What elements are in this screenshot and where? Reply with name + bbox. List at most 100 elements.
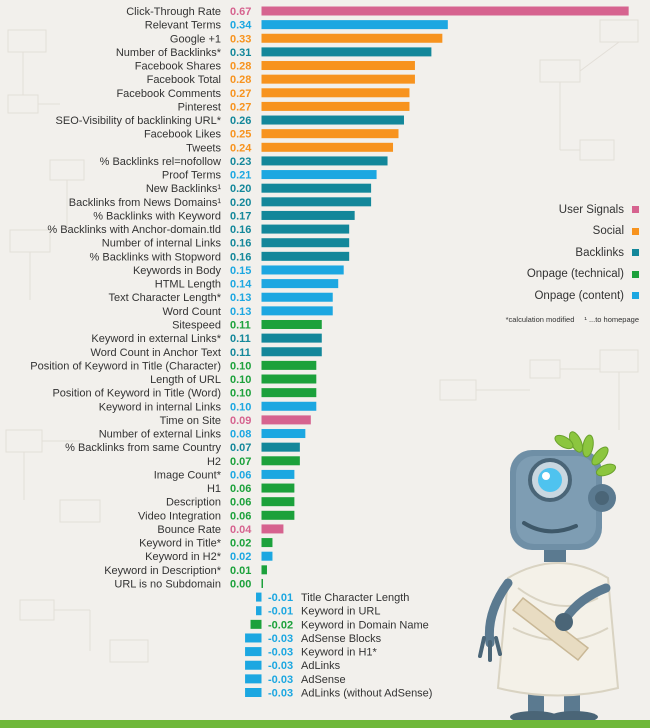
bar-41 xyxy=(261,565,267,575)
legend-label-backlinks: Backlinks xyxy=(575,246,624,259)
category-label-44: Keyword in URL xyxy=(301,606,380,618)
legend-swatch-technical xyxy=(632,270,639,278)
value-label-18: 0.16 xyxy=(230,251,251,263)
value-label-46: -0.03 xyxy=(268,633,293,645)
value-label-34: 0.06 xyxy=(230,469,251,481)
category-label-35: H1 xyxy=(207,483,221,495)
category-label-14: Backlinks from News Domains¹ xyxy=(69,197,222,209)
value-label-47: -0.03 xyxy=(268,647,293,659)
value-label-25: 0.11 xyxy=(230,347,251,359)
bar-35 xyxy=(261,483,295,493)
category-label-10: Tweets xyxy=(186,142,221,154)
value-label-4: 0.28 xyxy=(230,61,251,73)
value-label-5: 0.28 xyxy=(230,74,251,86)
category-label-13: New Backlinks¹ xyxy=(146,183,222,195)
bar-7 xyxy=(261,101,410,111)
bar-40 xyxy=(261,551,273,561)
value-label-49: -0.03 xyxy=(268,674,293,686)
bar-17 xyxy=(261,238,350,248)
chart-footnote: *calculation modified ¹ ...to homepage xyxy=(506,315,639,324)
category-label-2: Google +1 xyxy=(170,33,221,45)
bar-47 xyxy=(245,647,262,657)
bar-50 xyxy=(245,688,262,697)
legend-item-technical: Onpage (technical) xyxy=(489,264,639,286)
category-label-8: SEO-Visibility of backlinking URL* xyxy=(56,115,222,127)
value-label-30: 0.09 xyxy=(230,415,251,427)
category-label-42: URL is no Subdomain xyxy=(114,578,221,590)
value-label-16: 0.16 xyxy=(230,224,251,236)
value-label-45: -0.02 xyxy=(268,619,293,631)
category-label-30: Time on Site xyxy=(160,415,221,427)
bar-6 xyxy=(261,88,410,98)
legend-swatch-backlinks xyxy=(632,249,639,257)
value-label-41: 0.01 xyxy=(230,565,251,577)
value-label-0: 0.67 xyxy=(230,6,251,18)
bar-25 xyxy=(261,347,322,357)
category-label-50: AdLinks (without AdSense) xyxy=(301,688,432,700)
value-label-39: 0.02 xyxy=(230,538,251,550)
category-label-27: Length of URL xyxy=(150,374,221,386)
bar-24 xyxy=(261,333,322,343)
ground-strip xyxy=(0,720,650,728)
category-label-5: Facebook Total xyxy=(147,74,221,86)
value-label-13: 0.20 xyxy=(230,183,251,195)
bar-48 xyxy=(245,660,262,670)
value-label-42: 0.00 xyxy=(230,578,251,590)
category-label-26: Position of Keyword in Title (Character) xyxy=(30,360,221,372)
value-label-40: 0.02 xyxy=(230,551,251,563)
value-label-33: 0.07 xyxy=(230,456,251,468)
bar-43 xyxy=(256,592,262,602)
value-label-19: 0.15 xyxy=(230,265,251,277)
bar-34 xyxy=(261,469,295,479)
value-label-1: 0.34 xyxy=(230,20,252,32)
legend-swatch-signals xyxy=(632,206,639,214)
legend-item-social: Social xyxy=(489,221,639,243)
value-label-29: 0.10 xyxy=(230,401,251,413)
category-label-1: Relevant Terms xyxy=(145,20,222,32)
legend-label-signals: User Signals xyxy=(558,203,624,216)
bar-4 xyxy=(261,61,415,71)
legend-item-content: Onpage (content) xyxy=(489,285,639,307)
category-label-22: Word Count xyxy=(163,306,222,318)
bar-0 xyxy=(261,6,629,16)
value-label-21: 0.13 xyxy=(230,292,251,304)
value-label-9: 0.25 xyxy=(230,129,251,141)
category-label-34: Image Count* xyxy=(154,469,222,481)
category-label-33: H2 xyxy=(207,456,221,468)
category-label-9: Facebook Likes xyxy=(144,129,222,141)
value-label-20: 0.14 xyxy=(230,279,252,291)
value-label-28: 0.10 xyxy=(230,388,251,400)
category-label-41: Keyword in Description* xyxy=(104,565,221,577)
bar-45 xyxy=(250,619,262,629)
category-label-45: Keyword in Domain Name xyxy=(301,619,429,631)
footnote-calculation: *calculation modified xyxy=(505,315,575,324)
bar-11 xyxy=(261,156,388,166)
category-label-12: Proof Terms xyxy=(162,170,222,182)
bar-49 xyxy=(245,674,262,684)
bar-44 xyxy=(256,606,262,616)
category-label-32: % Backlinks from same Country xyxy=(65,442,221,454)
value-label-48: -0.03 xyxy=(268,660,293,672)
value-label-32: 0.07 xyxy=(230,442,251,454)
value-label-8: 0.26 xyxy=(230,115,251,127)
value-label-43: -0.01 xyxy=(268,592,293,604)
legend-label-social: Social xyxy=(592,225,624,238)
bar-15 xyxy=(261,210,355,220)
value-label-3: 0.31 xyxy=(230,47,251,59)
bar-22 xyxy=(261,306,333,316)
bar-1 xyxy=(261,20,448,30)
category-label-17: Number of internal Links xyxy=(102,238,222,250)
category-label-20: HTML Length xyxy=(155,279,221,291)
value-label-17: 0.16 xyxy=(230,238,251,250)
value-label-37: 0.06 xyxy=(230,510,251,522)
legend-item-backlinks: Backlinks xyxy=(489,242,639,264)
chart-legend: User Signals Social Backlinks Onpage (techn… xyxy=(489,199,639,307)
value-label-22: 0.13 xyxy=(230,306,251,318)
bar-37 xyxy=(261,510,295,520)
category-label-39: Keyword in Title* xyxy=(139,538,222,550)
bar-30 xyxy=(261,415,311,425)
value-label-50: -0.03 xyxy=(268,688,293,700)
legend-label-content: Onpage (content) xyxy=(534,289,624,302)
bar-19 xyxy=(261,265,344,275)
